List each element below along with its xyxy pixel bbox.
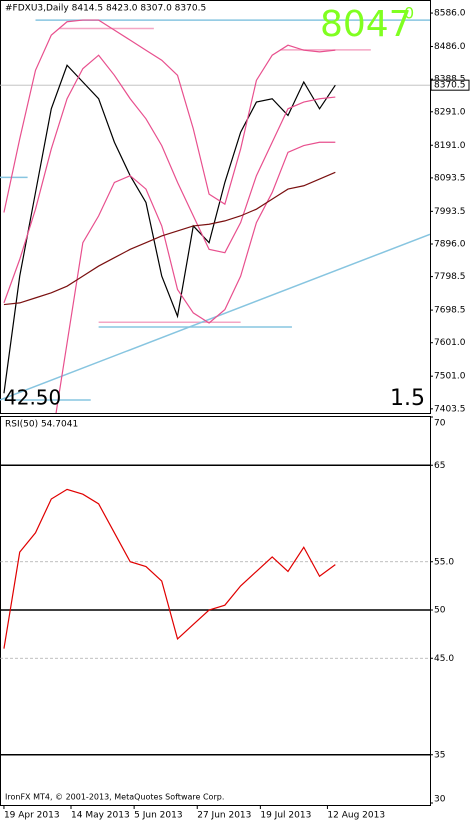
series-line [3,19,336,213]
y-tick-label: 55.0 [434,557,454,567]
bottom-right-text: 1.5 [390,386,425,411]
x-tick-label: 5 Jun 2013 [134,811,182,821]
y-tick-label: 8291.0 [434,107,466,117]
series-line [55,141,336,413]
big-number: 8047 [320,4,412,45]
current-price-label: 8370.5 [434,81,466,91]
y-tick-label: 8388.5 [434,75,466,85]
trend-line [0,233,430,401]
y-tick-label: 7993.5 [434,207,466,217]
y-tick-label: 8191.0 [434,141,466,151]
y-tick-label: 7896.0 [434,239,466,249]
x-tick-label: 19 Jul 2013 [260,811,311,821]
price-panel [0,0,431,414]
price-plot [0,19,430,413]
y-tick-label: 7501.0 [434,372,466,382]
series-line [3,171,336,306]
rsi-panel [0,416,431,806]
axes: 8586.0 8486.0 8388.5 8291.0 8191.0 8093.5 7993… [3,9,470,821]
y-tick-label: 35 [434,750,445,760]
big-number-sup: 0 [404,4,414,23]
y-tick-label: 8586.0 [434,9,466,19]
y-tick-label: 8093.5 [434,173,466,183]
y-tick-label: 30 [434,795,446,805]
rsi-plot [0,464,430,756]
y-tick-label: 65 [434,461,445,471]
x-tick-label: 27 Jun 2013 [197,811,251,821]
footer: IronFX MT4, © 2001-2013, MetaQuotes Soft… [5,793,224,802]
rsi-title: RSI(50) 54.7041 [5,420,78,430]
x-tick-label: 19 Apr 2013 [4,811,60,821]
x-tick-label: 14 May 2013 [71,811,130,821]
y-tick-label: 7403.5 [434,404,466,414]
x-tick-label: 12 Aug 2013 [327,811,385,821]
bottom-left-text: 42.50 [4,386,61,410]
y-tick-label: 70 [434,419,446,429]
series-line [3,488,336,649]
y-tick-label: 7698.5 [434,306,466,316]
price-title: #FDXU3,Daily 8414.5 8423.0 8307.0 8370.5 [5,4,206,14]
y-tick-label: 45.0 [434,654,454,664]
series-line [3,64,336,394]
y-tick-label: 50 [434,606,446,616]
series-line [3,54,336,304]
y-tick-label: 7798.5 [434,272,466,282]
y-tick-label: 8486.0 [434,42,466,52]
current-price-box [430,79,470,91]
y-tick-label: 7601.0 [434,338,466,348]
